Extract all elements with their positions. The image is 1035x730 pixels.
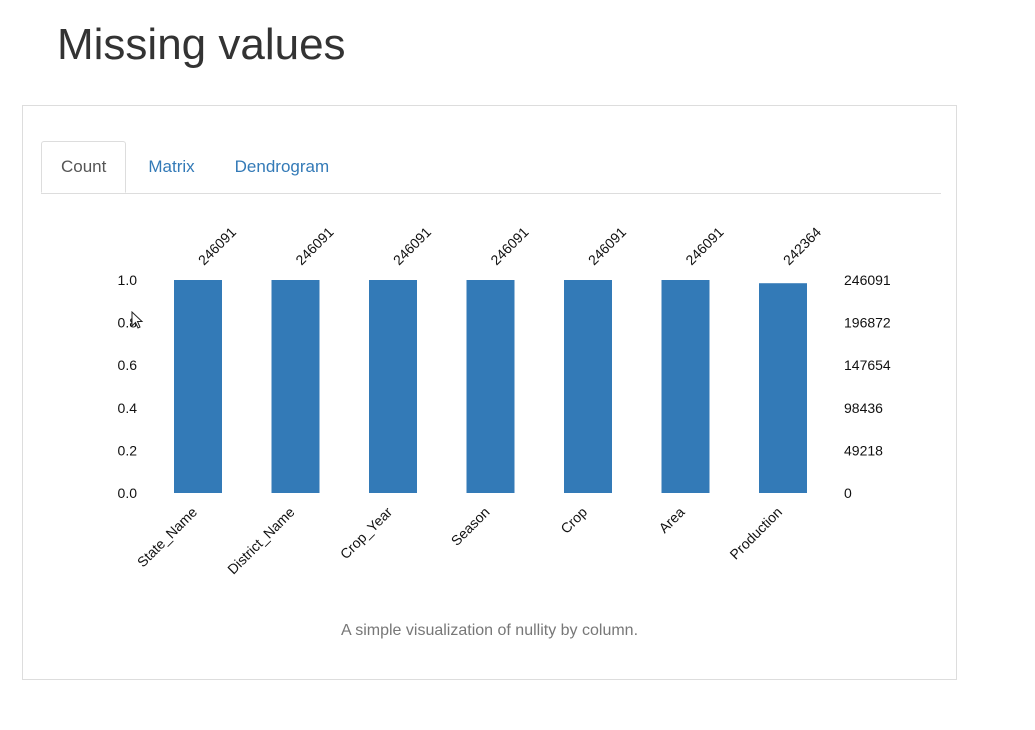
- tab-matrix[interactable]: Matrix: [148, 157, 195, 176]
- tab-count[interactable]: Count: [41, 141, 127, 193]
- tab-dendrogram[interactable]: Dendrogram: [234, 157, 330, 176]
- tab-bar: Count Matrix Dendrogram: [41, 141, 941, 194]
- mouse-cursor-icon: [131, 311, 144, 329]
- missing-values-panel: Count Matrix Dendrogram: [22, 105, 957, 680]
- page-title: Missing values: [57, 20, 346, 69]
- chart-caption: A simple visualization of nullity by col…: [340, 622, 639, 639]
